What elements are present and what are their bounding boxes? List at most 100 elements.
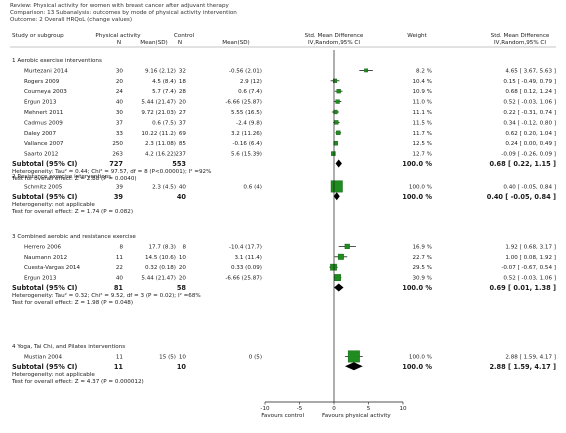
ctl-n: 8 xyxy=(182,244,186,250)
overall-effect-text: Test for overall effect: Z = 1.74 (P = 0… xyxy=(11,209,133,215)
study-square xyxy=(333,140,338,146)
subtotal-label: Subtotal (95% CI) xyxy=(12,284,77,292)
col-ci-header: Std. Mean Difference xyxy=(491,33,550,39)
subgroup-title: 3 Combined aerobic and resistance exerci… xyxy=(12,234,136,240)
study-ci: 0.68 [ 0.12, 1.24 ] xyxy=(505,89,556,95)
ctl-n: 40 xyxy=(179,184,187,190)
col-effect-header: Std. Mean Difference xyxy=(305,33,364,39)
ctl-mean-sd: 2.9 (12) xyxy=(240,79,262,85)
subtotal-diamond xyxy=(333,192,340,201)
study-name: Cadmus 2009 xyxy=(24,120,63,126)
study-ci: 4.65 [ 3.67, 5.63 ] xyxy=(505,68,556,74)
exp-mean-sd: 2.3 (11.08) xyxy=(145,141,176,147)
col-ctl-header: Control xyxy=(174,33,195,39)
study-weight: 11.7 % xyxy=(412,131,432,137)
overall-effect-text: Test for overall effect: Z = 2.88 (P = 0… xyxy=(11,176,137,182)
study-weight: 22.7 % xyxy=(412,255,432,261)
subtotal-ctl-n: 10 xyxy=(177,363,187,371)
study-square xyxy=(337,253,344,260)
ctl-mean-sd: -10.4 (17.7) xyxy=(229,244,262,250)
ctl-mean-sd: 0.6 (7.4) xyxy=(238,89,262,95)
subgroup-title: 4 Yoga, Tai Chi, and Pilates interventio… xyxy=(12,344,125,350)
ctl-n: 37 xyxy=(179,120,187,126)
ctl-n: 69 xyxy=(179,131,187,137)
exp-mean-sd: 4.2 (16.22) xyxy=(145,152,176,158)
ctl-n: 10 xyxy=(179,255,187,261)
ctl-mean-sd: -2.4 (9.8) xyxy=(236,120,262,126)
study-square xyxy=(344,243,350,249)
outcome-title: Outcome: 2 Overall HRQoL (change values) xyxy=(10,17,133,23)
study-name: Cuesta-Vargas 2014 xyxy=(24,265,80,271)
study-ci: 0.62 [ 0.20, 1.04 ] xyxy=(505,131,556,137)
exp-mean-sd: 0.32 (0.18) xyxy=(145,265,176,271)
study-weight: 12.5 % xyxy=(412,141,432,147)
study-ci: 2.88 [ 1.59, 4.17 ] xyxy=(505,354,556,360)
study-ci: 0.24 [ 0.00, 0.49 ] xyxy=(505,141,556,147)
study-name: Vallance 2007 xyxy=(24,141,64,147)
subtotal-weight: 100.0 % xyxy=(402,193,432,201)
exp-mean-sd: 5.7 (7.4) xyxy=(152,89,176,95)
study-weight: 30.9 % xyxy=(412,276,432,282)
col-ci-method: IV,Random,95% CI xyxy=(494,40,546,46)
ctl-mean-sd: 5.6 (15.39) xyxy=(231,152,262,158)
subtotal-diamond xyxy=(344,362,363,371)
exp-mean-sd: 5.44 (21.47) xyxy=(141,276,176,282)
x-label-left: Favours control xyxy=(261,413,304,419)
ctl-mean-sd: -6.66 (25.87) xyxy=(225,276,262,282)
study-name: Ergun 2013 xyxy=(24,100,57,106)
ctl-mean-sd: 0.6 (4) xyxy=(243,184,262,190)
col-exp-mean-header: Mean(SD) xyxy=(140,40,167,46)
subtotal-weight: 100.0 % xyxy=(402,363,432,371)
col-weight-header: Weight xyxy=(407,33,427,39)
exp-n: 33 xyxy=(116,131,124,137)
study-ci: 0.52 [ -0.03, 1.06 ] xyxy=(503,276,556,282)
exp-mean-sd: 17.7 (8.3) xyxy=(149,244,177,250)
subtotal-label: Subtotal (95% CI) xyxy=(12,193,77,201)
subtotal-ci: 2.88 [ 1.59, 4.17 ] xyxy=(489,363,556,371)
study-weight: 11.5 % xyxy=(412,120,432,126)
exp-n: 24 xyxy=(116,89,124,95)
exp-mean-sd: 9.72 (21.03) xyxy=(141,110,176,116)
ctl-n: 28 xyxy=(179,89,187,95)
study-name: Mustian 2004 xyxy=(24,354,62,360)
overall-effect-text: Test for overall effect: Z = 1.98 (P = 0… xyxy=(11,300,133,306)
study-ci: 0.22 [ -0.31, 0.74 ] xyxy=(503,110,556,116)
study-weight: 11.1 % xyxy=(412,110,432,116)
study-name: Courneya 2003 xyxy=(24,89,67,95)
exp-n: 11 xyxy=(116,255,124,261)
overall-effect-text: Test for overall effect: Z = 4.37 (P = 0… xyxy=(11,379,144,385)
ctl-mean-sd: -6.66 (25.87) xyxy=(225,100,262,106)
exp-mean-sd: 5.44 (21.47) xyxy=(141,100,176,106)
subtotal-ci: 0.69 [ 0.01, 1.38 ] xyxy=(489,284,556,292)
ctl-n: 20 xyxy=(179,265,187,271)
exp-n: 30 xyxy=(116,110,124,116)
ctl-n: 27 xyxy=(179,110,187,116)
exp-mean-sd: 0.6 (7.5) xyxy=(152,120,176,126)
study-square xyxy=(336,130,341,135)
study-name: Herrero 2006 xyxy=(24,244,62,250)
ctl-mean-sd: 5.55 (16.5) xyxy=(231,110,262,116)
exp-n: 40 xyxy=(116,100,124,106)
subtotal-weight: 100.0 % xyxy=(402,160,432,168)
ctl-n: 85 xyxy=(179,141,187,147)
study-weight: 29.5 % xyxy=(412,265,432,271)
study-ci: -0.07 [ -0.67, 0.54 ] xyxy=(501,265,556,271)
heterogeneity-text: Heterogeneity: not applicable xyxy=(12,372,95,378)
study-square xyxy=(330,180,343,193)
x-label-right: Favours physical activity xyxy=(322,413,391,419)
exp-mean-sd: 14.5 (10.6) xyxy=(145,255,176,261)
study-ci: 0.40 [ -0.05, 0.84 ] xyxy=(503,184,556,190)
study-ci: 0.34 [ -0.12, 0.80 ] xyxy=(503,120,556,126)
study-square xyxy=(334,274,341,281)
exp-n: 11 xyxy=(116,354,124,360)
col-effect-method: IV,Random,95% CI xyxy=(308,40,360,46)
study-name: Ergun 2013 xyxy=(24,276,57,282)
subtotal-exp-n: 39 xyxy=(114,193,124,201)
x-tick-label: -10 xyxy=(260,406,270,412)
exp-n: 250 xyxy=(112,141,123,147)
exp-n: 8 xyxy=(119,244,123,250)
subtotal-exp-n: 81 xyxy=(114,284,124,292)
x-tick-label: 0 xyxy=(332,406,336,412)
col-ctl-mean-header: Mean(SD) xyxy=(222,40,249,46)
study-square xyxy=(347,350,360,363)
